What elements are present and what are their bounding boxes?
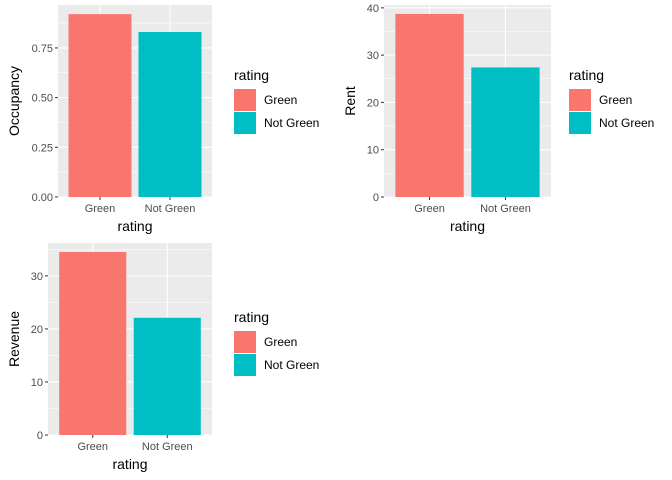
legend: rating Green Not Green bbox=[569, 67, 654, 134]
y-tick-label: 30 bbox=[367, 50, 379, 62]
x-tick-label: Not Green bbox=[480, 203, 531, 215]
legend-title: rating bbox=[234, 67, 269, 83]
legend-key-green bbox=[234, 89, 256, 111]
legend-key-not-green bbox=[569, 112, 591, 134]
bar-green bbox=[59, 252, 127, 435]
y-tick-label: 10 bbox=[367, 145, 379, 157]
y-axis-title: Revenue bbox=[6, 311, 22, 367]
legend-key-green bbox=[234, 331, 256, 353]
x-tick-label: Green bbox=[77, 441, 108, 453]
bar-not-green bbox=[138, 32, 202, 198]
x-tick-label: Not Green bbox=[142, 441, 193, 453]
bar-not-green bbox=[471, 67, 540, 197]
legend-title: rating bbox=[234, 309, 269, 325]
legend-label: Not Green bbox=[599, 116, 654, 130]
legend-label: Green bbox=[264, 335, 297, 349]
legend: rating Green Not Green bbox=[234, 67, 319, 134]
legend-key-not-green bbox=[234, 354, 256, 376]
legend-label: Not Green bbox=[264, 116, 319, 130]
y-axis-title: Rent bbox=[342, 86, 358, 116]
bar-not-green bbox=[133, 317, 201, 435]
y-tick-label: 0.75 bbox=[32, 43, 53, 55]
chart-revenue: 0 10 20 30 Green Not Green rating Revenue rating… bbox=[6, 243, 319, 472]
legend-key-green bbox=[569, 89, 591, 111]
legend-title: rating bbox=[569, 67, 604, 83]
y-tick-label: 20 bbox=[31, 324, 43, 336]
y-tick-label: 0 bbox=[373, 192, 379, 204]
x-axis-title: rating bbox=[117, 218, 152, 234]
y-tick-label: 10 bbox=[31, 377, 43, 389]
x-tick-label: Green bbox=[414, 203, 445, 215]
x-tick-label: Not Green bbox=[145, 203, 196, 215]
x-axis-title: rating bbox=[450, 218, 485, 234]
legend: rating Green Not Green bbox=[234, 309, 319, 376]
chart-rent: 0 10 20 30 40 Green Not Green rating Rent rating G… bbox=[342, 3, 654, 234]
y-tick-label: 0.00 bbox=[32, 192, 53, 204]
y-tick-label: 0.25 bbox=[32, 142, 53, 154]
legend-label: Not Green bbox=[264, 358, 319, 372]
bar-green bbox=[395, 13, 464, 197]
y-tick-label: 30 bbox=[31, 271, 43, 283]
y-tick-label: 40 bbox=[367, 3, 379, 15]
legend-label: Green bbox=[599, 93, 632, 107]
x-tick-label: Green bbox=[85, 203, 116, 215]
legend-key-not-green bbox=[234, 112, 256, 134]
bar-green bbox=[68, 14, 132, 198]
y-tick-label: 0.50 bbox=[32, 93, 53, 105]
chart-occupancy: 0.00 0.25 0.50 0.75 Green Not Green rating Occu… bbox=[6, 5, 319, 234]
y-tick-label: 20 bbox=[367, 97, 379, 109]
y-axis-title: Occupancy bbox=[6, 66, 22, 136]
x-axis-title: rating bbox=[112, 456, 147, 472]
y-tick-label: 0 bbox=[37, 430, 43, 442]
legend-label: Green bbox=[264, 93, 297, 107]
